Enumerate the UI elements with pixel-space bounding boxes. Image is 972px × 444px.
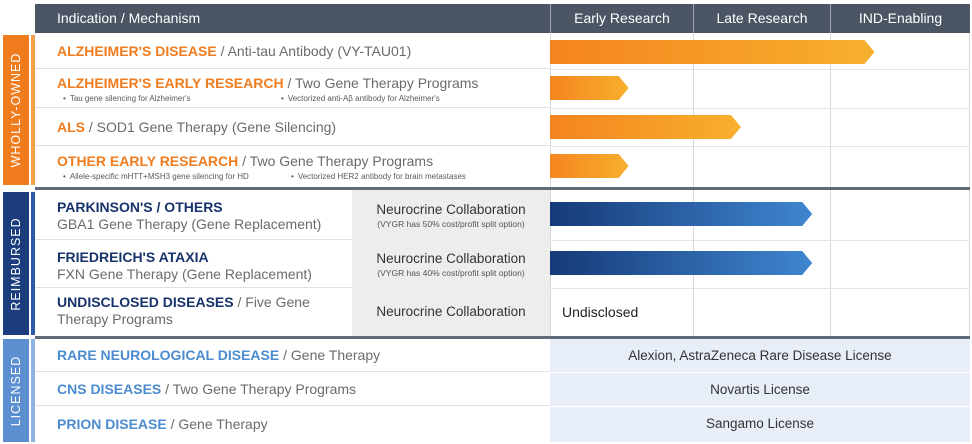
row-divider	[550, 288, 970, 289]
group-licensed-strip	[31, 339, 35, 442]
collab-name: Neurocrine Collaboration	[376, 202, 526, 217]
row-divider	[550, 240, 970, 241]
row-prion-disease: PRION DISEASE / Gene Therapy	[35, 406, 550, 442]
row-title: ALS	[57, 118, 85, 135]
row-mechanism: / Two Gene Therapy Programs	[283, 75, 479, 91]
row-mechanism: / Gene Therapy	[166, 416, 268, 432]
row-title: RARE NEUROLOGICAL DISEASE	[57, 347, 280, 363]
row-mechanism: GBA1 Gene Therapy (Gene Replacement)	[57, 216, 322, 232]
row-sub-bullet: Tau gene silencing for Alzheimer's	[63, 94, 191, 103]
row-alzheimers-disease: ALZHEIMER'S DISEASE / Anti-tau Antibody …	[35, 33, 550, 69]
status-undisclosed: Undisclosed	[562, 304, 639, 320]
row-sub-bullet: Vectorized HER2 antibody for brain metas…	[291, 172, 466, 181]
row-mechanism: FXN Gene Therapy (Gene Replacement)	[57, 266, 312, 282]
row-als: ALS / SOD1 Gene Therapy (Gene Silencing)	[35, 108, 550, 146]
row-mechanism: / Two Gene Therapy Programs	[238, 153, 434, 169]
header-title-cell: Indication / Mechanism	[35, 4, 550, 33]
row-title: CNS DISEASES	[57, 380, 162, 397]
progress-bar-friedreich-s-ataxia	[550, 251, 813, 275]
row-sub-bullet: Allele-specific mHTT+MSH3 gene silencing…	[63, 172, 249, 181]
row-mechanism: / Anti-tau Antibody (VY-TAU01)	[216, 42, 412, 59]
group-wholly-owned-strip	[31, 35, 35, 185]
group-licensed: LICENSED	[3, 339, 29, 442]
stage-early-research: Early Research	[550, 4, 693, 33]
row-alzheimers-early-research: ALZHEIMER'S EARLY RESEARCH / Two Gene Th…	[35, 69, 550, 108]
row-title: OTHER EARLY RESEARCH	[57, 153, 239, 169]
section-separator	[35, 187, 970, 190]
row-rare-neurological-disease: RARE NEUROLOGICAL DISEASE / Gene Therapy	[35, 339, 550, 372]
section-separator	[35, 336, 970, 339]
row-parkinsons: PARKINSON'S / OTHERS GBA1 Gene Therapy (…	[35, 190, 550, 240]
collab-note: (VYGR has 40% cost/profit split option)	[377, 268, 525, 278]
collab-note: (VYGR has 50% cost/profit split option)	[377, 219, 525, 229]
row-title: PRION DISEASE	[57, 416, 167, 432]
license-alexion: Alexion, AstraZeneca Rare Disease Licens…	[628, 348, 892, 363]
row-title: FRIEDREICH'S ATAXIA	[57, 249, 209, 265]
grid-line	[969, 33, 970, 336]
row-other-early-research: OTHER EARLY RESEARCH / Two Gene Therapy …	[35, 146, 550, 187]
row-mechanism: / Two Gene Therapy Programs	[161, 380, 357, 397]
header-title: Indication / Mechanism	[57, 10, 201, 26]
row-undisclosed-diseases: UNDISCLOSED DISEASES / Five Gene Therapy…	[35, 288, 550, 336]
license-novartis: Novartis License	[710, 382, 810, 397]
progress-bar-alzheimer-s-early-research	[550, 76, 629, 100]
collab-name: Neurocrine Collaboration	[376, 304, 526, 319]
row-divider	[550, 372, 970, 373]
progress-bar-alzheimer-s-disease	[550, 40, 875, 64]
row-title: UNDISCLOSED DISEASES	[57, 294, 234, 310]
collab-name: Neurocrine Collaboration	[376, 251, 526, 266]
row-title: ALZHEIMER'S EARLY RESEARCH	[57, 75, 284, 91]
progress-bar-other-early-research	[550, 154, 629, 178]
collab-cell: Neurocrine Collaboration (VYGR has 50% c…	[352, 190, 550, 240]
row-mechanism: / Gene Therapy	[279, 347, 381, 363]
stage-ind-enabling: IND-Enabling	[830, 4, 970, 33]
stage-late-research: Late Research	[693, 4, 830, 33]
group-reimbursed: REIMBURSED	[3, 192, 29, 335]
row-mechanism: / SOD1 Gene Therapy (Gene Silencing)	[85, 118, 337, 135]
row-title: PARKINSON'S / OTHERS	[57, 199, 223, 215]
collab-cell: Neurocrine Collaboration (VYGR has 40% c…	[352, 240, 550, 288]
progress-bar-als	[550, 115, 741, 139]
row-title: ALZHEIMER'S DISEASE	[57, 42, 217, 59]
license-sangamo: Sangamo License	[705, 416, 815, 431]
row-divider	[550, 146, 970, 147]
group-wholly-owned: WHOLLY-OWNED	[3, 35, 29, 185]
collab-cell: Neurocrine Collaboration	[352, 288, 550, 336]
grid-line	[693, 33, 694, 336]
licensed-band	[550, 339, 970, 442]
row-divider	[550, 108, 970, 109]
row-cns-diseases: CNS DISEASES / Two Gene Therapy Programs	[35, 372, 550, 406]
row-divider	[550, 406, 970, 407]
row-mechanism: / Five Gene	[233, 294, 310, 310]
row-sub-bullet: Vectorized anti-Aβ antibody for Alzheime…	[281, 94, 440, 103]
row-divider	[550, 69, 970, 70]
row-mechanism-cont: Therapy Programs	[57, 311, 173, 327]
grid-line	[550, 33, 551, 336]
grid-line	[830, 33, 831, 336]
group-reimbursed-strip	[31, 192, 35, 335]
row-friedreichs-ataxia: FRIEDREICH'S ATAXIA FXN Gene Therapy (Ge…	[35, 240, 550, 288]
progress-bar-parkinson-s-others	[550, 202, 813, 226]
